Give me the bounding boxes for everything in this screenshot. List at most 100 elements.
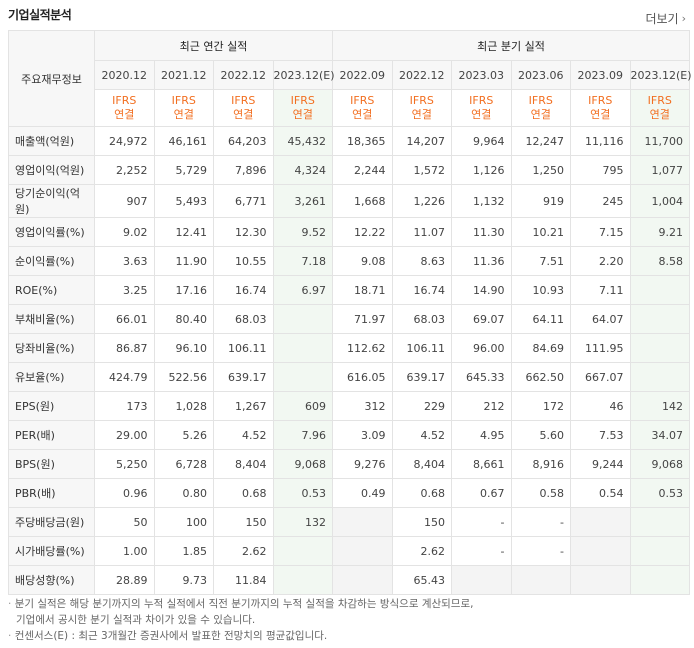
table-cell: 150 xyxy=(213,507,274,537)
table-cell: 16.74 xyxy=(213,275,274,305)
table-cell: 7,896 xyxy=(213,155,274,185)
ifrs-basis-label: IFRS 연결 xyxy=(451,89,512,127)
table-cell: 18,365 xyxy=(332,126,393,156)
table-cell: 18.71 xyxy=(332,275,393,305)
table-cell: 9.08 xyxy=(332,246,393,276)
table-cell: 0.80 xyxy=(153,478,214,508)
table-cell: 14.90 xyxy=(451,275,512,305)
chevron-right-icon: › xyxy=(681,12,686,25)
row-label: 배당성향(%) xyxy=(8,565,95,595)
ifrs-basis-label: IFRS 연결 xyxy=(153,89,214,127)
table-cell: 1,668 xyxy=(332,184,393,218)
ifrs-basis-label: IFRS 연결 xyxy=(213,89,274,127)
period-header: 2023.03 xyxy=(451,60,512,90)
table-cell: 6.97 xyxy=(272,275,333,305)
table-cell: 7.11 xyxy=(570,275,631,305)
row-label: ROE(%) xyxy=(8,275,95,305)
table-cell: 9.02 xyxy=(94,217,155,247)
table-cell: 0.67 xyxy=(451,478,512,508)
table-cell: 24,972 xyxy=(94,126,155,156)
table-cell: 3,261 xyxy=(272,184,333,218)
table-cell: 1,028 xyxy=(153,391,214,421)
table-cell: 7.51 xyxy=(510,246,571,276)
table-cell: 150 xyxy=(391,507,452,537)
table-cell: 34.07 xyxy=(629,420,690,450)
table-cell: 6,771 xyxy=(213,184,274,218)
table-cell: 639.17 xyxy=(391,362,452,392)
table-cell: 11.30 xyxy=(451,217,512,247)
table-cell: 96.00 xyxy=(451,333,512,363)
table-cell: 16.74 xyxy=(391,275,452,305)
period-header: 2023.12(E) xyxy=(629,60,692,90)
table-cell: 616.05 xyxy=(332,362,393,392)
table-cell: 29.00 xyxy=(94,420,155,450)
table-cell: 11,116 xyxy=(570,126,631,156)
ifrs-basis-label: IFRS 연결 xyxy=(570,89,631,127)
table-cell xyxy=(570,507,631,537)
ifrs-basis-label: IFRS 연결 xyxy=(272,89,333,127)
table-cell: 5.60 xyxy=(510,420,571,450)
table-cell: 5,250 xyxy=(94,449,155,479)
table-cell: 12.30 xyxy=(213,217,274,247)
table-cell: 8,404 xyxy=(391,449,452,479)
table-cell: 5,493 xyxy=(153,184,214,218)
table-cell xyxy=(570,565,631,595)
table-cell: 1,132 xyxy=(451,184,512,218)
table-cell: 10.55 xyxy=(213,246,274,276)
table-cell: 12.41 xyxy=(153,217,214,247)
table-cell: 4.95 xyxy=(451,420,512,450)
corner-label: 주요재무정보 xyxy=(8,30,95,127)
period-header: 2022.09 xyxy=(332,60,393,90)
table-cell: - xyxy=(451,536,512,566)
row-label: 주당배당금(원) xyxy=(8,507,95,537)
table-cell: 0.58 xyxy=(510,478,571,508)
table-cell: 12,247 xyxy=(510,126,571,156)
table-cell: 5,729 xyxy=(153,155,214,185)
table-cell: 11.84 xyxy=(213,565,274,595)
table-cell: 0.96 xyxy=(94,478,155,508)
table-row: 영업이익률(%) 9.02 12.41 12.30 9.52 12.22 11.07 11.3… xyxy=(8,217,690,247)
table-cell: 8,916 xyxy=(510,449,571,479)
table-cell xyxy=(332,536,393,566)
table-cell xyxy=(629,362,690,392)
table-cell: 11.90 xyxy=(153,246,214,276)
row-label: 시가배당률(%) xyxy=(8,536,95,566)
table-cell: 111.95 xyxy=(570,333,631,363)
ifrs-basis-label: IFRS 연결 xyxy=(510,89,571,127)
table-cell xyxy=(570,536,631,566)
table-cell: 8,404 xyxy=(213,449,274,479)
table-cell: 245 xyxy=(570,184,631,218)
period-header: 2023.06 xyxy=(510,60,571,90)
table-cell: 142 xyxy=(629,391,690,421)
table-cell: 639.17 xyxy=(213,362,274,392)
period-header: 2022.12 xyxy=(391,60,452,90)
table-cell xyxy=(272,362,333,392)
table-cell: 64,203 xyxy=(213,126,274,156)
period-header: 2020.12 xyxy=(94,60,155,90)
table-cell: 9,244 xyxy=(570,449,631,479)
row-label: 영업이익(억원) xyxy=(8,155,95,185)
table-cell: 50 xyxy=(94,507,155,537)
table-cell: 2.62 xyxy=(213,536,274,566)
table-cell: 2,244 xyxy=(332,155,393,185)
table-cell: 662.50 xyxy=(510,362,571,392)
table-cell: 106.11 xyxy=(213,333,274,363)
ifrs-basis-label: IFRS 연결 xyxy=(332,89,393,127)
table-cell: 3.25 xyxy=(94,275,155,305)
more-link[interactable]: 더보기 › xyxy=(645,10,686,27)
table-cell: 5.26 xyxy=(153,420,214,450)
table-cell: 212 xyxy=(451,391,512,421)
table-cell: 424.79 xyxy=(94,362,155,392)
table-cell: 12.22 xyxy=(332,217,393,247)
table-cell: 46 xyxy=(570,391,631,421)
table-cell: 65.43 xyxy=(391,565,452,595)
table-cell: 112.62 xyxy=(332,333,393,363)
footnotes: · 분기 실적은 해당 분기까지의 누적 실적에서 직전 분기까지의 누적 실적… xyxy=(8,596,473,644)
table-cell: 68.03 xyxy=(213,304,274,334)
ifrs-basis-label: IFRS 연결 xyxy=(629,89,690,127)
table-cell: 17.16 xyxy=(153,275,214,305)
table-cell: 11,700 xyxy=(629,126,690,156)
table-cell: 173 xyxy=(94,391,155,421)
table-cell: 2.20 xyxy=(570,246,631,276)
row-label: PBR(배) xyxy=(8,478,95,508)
